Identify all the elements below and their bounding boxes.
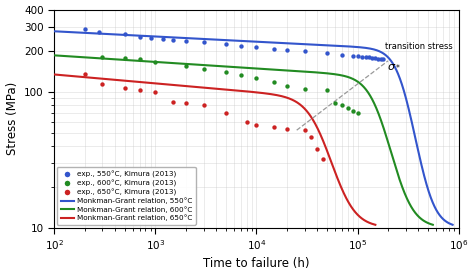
Point	[354, 110, 361, 115]
Point	[358, 55, 365, 59]
Point	[349, 54, 357, 58]
Point	[121, 56, 128, 61]
Point	[271, 46, 278, 51]
Point	[147, 36, 155, 40]
Point	[152, 60, 159, 64]
Point	[283, 127, 291, 131]
Point	[253, 76, 260, 80]
Point	[365, 55, 373, 60]
Point	[121, 85, 128, 90]
Point	[354, 54, 361, 58]
Point	[253, 123, 260, 127]
Point	[160, 36, 167, 41]
Point	[237, 44, 245, 48]
Point	[237, 73, 245, 77]
Point	[253, 45, 260, 49]
Point	[81, 26, 88, 31]
Point	[96, 30, 103, 34]
Point	[301, 87, 309, 91]
Point	[182, 39, 190, 43]
Legend: exp., 550°C, Kimura (2013), exp., 600°C, Kimura (2013), exp., 650°C, Kimura (201: exp., 550°C, Kimura (2013), exp., 600°C,…	[57, 167, 196, 225]
Point	[99, 55, 106, 59]
Point	[313, 147, 321, 151]
Text: transition stress: transition stress	[384, 42, 452, 51]
Point	[323, 51, 331, 55]
Point	[377, 57, 385, 61]
Point	[152, 89, 159, 94]
Point	[331, 101, 339, 105]
Point	[169, 100, 177, 104]
Point	[121, 32, 128, 36]
Point	[319, 157, 326, 161]
Point	[283, 84, 291, 88]
Point	[222, 70, 230, 74]
Text: $\sigma_*$: $\sigma_*$	[387, 61, 401, 71]
Point	[372, 56, 379, 61]
Point	[338, 102, 346, 107]
Point	[81, 71, 88, 76]
Point	[362, 55, 369, 59]
Point	[136, 87, 144, 92]
Point	[369, 55, 376, 60]
Point	[222, 42, 230, 47]
Point	[301, 49, 309, 53]
Point	[380, 57, 387, 62]
Point	[243, 120, 250, 124]
Point	[338, 52, 346, 57]
Point	[344, 105, 352, 110]
Point	[349, 109, 357, 113]
Point	[169, 38, 177, 43]
Point	[200, 67, 207, 71]
Point	[271, 80, 278, 84]
Y-axis label: Stress (MPa): Stress (MPa)	[6, 82, 18, 155]
Point	[200, 102, 207, 107]
Point	[271, 125, 278, 129]
Point	[136, 57, 144, 62]
Point	[182, 101, 190, 105]
Point	[308, 135, 315, 140]
Point	[374, 57, 382, 61]
Point	[301, 128, 309, 132]
Point	[182, 64, 190, 69]
Point	[222, 110, 230, 115]
Point	[136, 35, 144, 39]
Point	[99, 82, 106, 86]
Point	[323, 87, 331, 92]
Point	[283, 47, 291, 52]
X-axis label: Time to failure (h): Time to failure (h)	[203, 258, 310, 270]
Point	[200, 39, 207, 44]
